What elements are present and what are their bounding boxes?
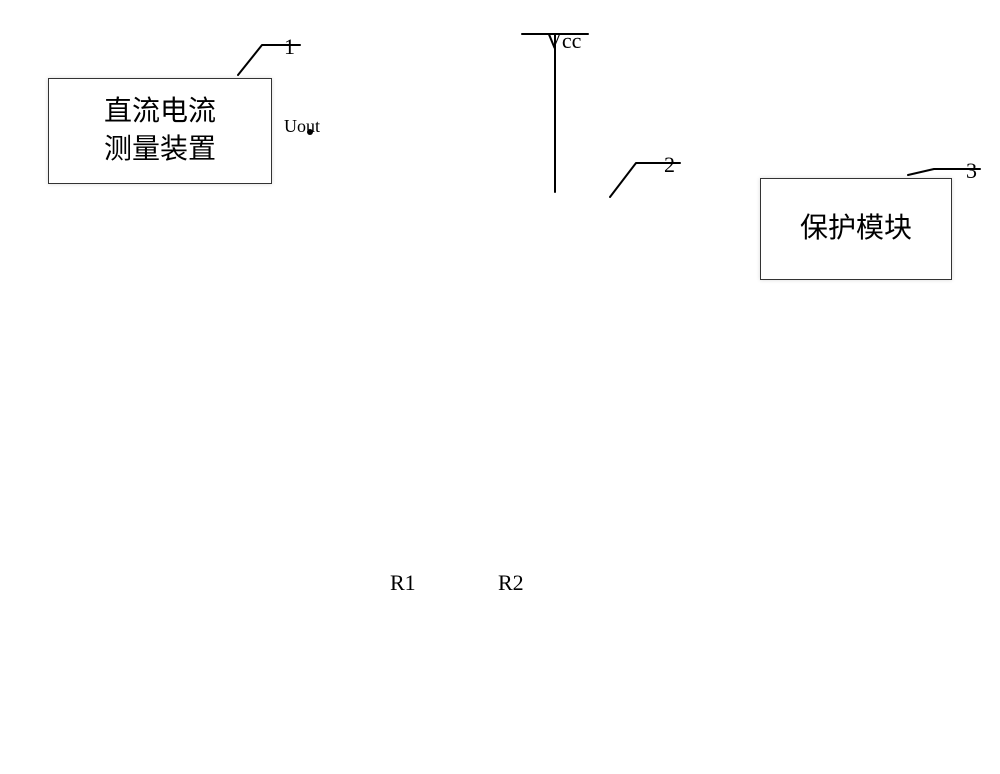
circuit-svg [0,0,1000,774]
